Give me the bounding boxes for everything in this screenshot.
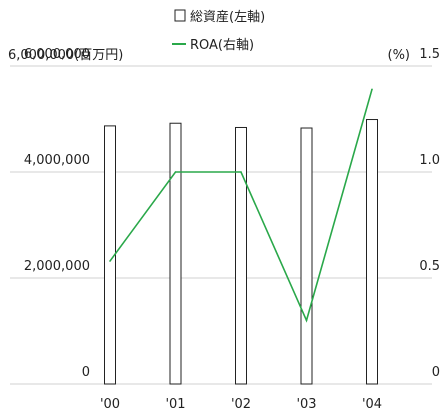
roa-line-layer xyxy=(109,88,373,323)
roa-point xyxy=(371,88,373,91)
left-axis-unit: 6,000,000(百万円) xyxy=(8,48,123,63)
axes: 6,000,000(百万円) (%) 0 0 2,000,000 0.5 4,000,0… xyxy=(8,47,440,412)
legend-bar-swatch xyxy=(174,9,186,22)
asset-bar xyxy=(169,122,182,385)
right-axis-unit: (%) xyxy=(388,48,411,63)
asset-bar xyxy=(104,125,116,385)
asset-bar xyxy=(235,126,247,385)
left-tick-label: 0 xyxy=(82,365,90,380)
x-tick-label: '04 xyxy=(362,397,382,412)
legend: 総資産(左軸) ROA(右軸) xyxy=(172,9,265,53)
x-tick-label: '00 xyxy=(100,397,120,412)
roa-point xyxy=(305,319,308,322)
right-tick-label: 0.5 xyxy=(419,259,440,274)
roa-point xyxy=(240,171,242,173)
roa-point xyxy=(174,171,177,173)
right-tick-label: 1.5 xyxy=(419,47,440,62)
left-tick-label: 4,000,000 xyxy=(24,153,90,168)
legend-line-label: ROA(右軸) xyxy=(190,38,254,53)
left-tick-label: 6,000,000 xyxy=(24,47,90,62)
asset-bar xyxy=(366,119,378,385)
right-tick-label: 0 xyxy=(432,365,440,380)
asset-bars xyxy=(104,119,378,385)
asset-bar xyxy=(300,127,313,385)
left-tick-label: 2,000,000 xyxy=(24,259,90,274)
x-tick-label: '01 xyxy=(165,397,185,412)
right-tick-label: 1.0 xyxy=(419,153,440,168)
x-tick-label: '03 xyxy=(296,397,316,412)
legend-bar-label: 総資産(左軸) xyxy=(190,9,265,25)
roa-point xyxy=(109,260,111,262)
x-tick-label: '02 xyxy=(231,397,251,412)
